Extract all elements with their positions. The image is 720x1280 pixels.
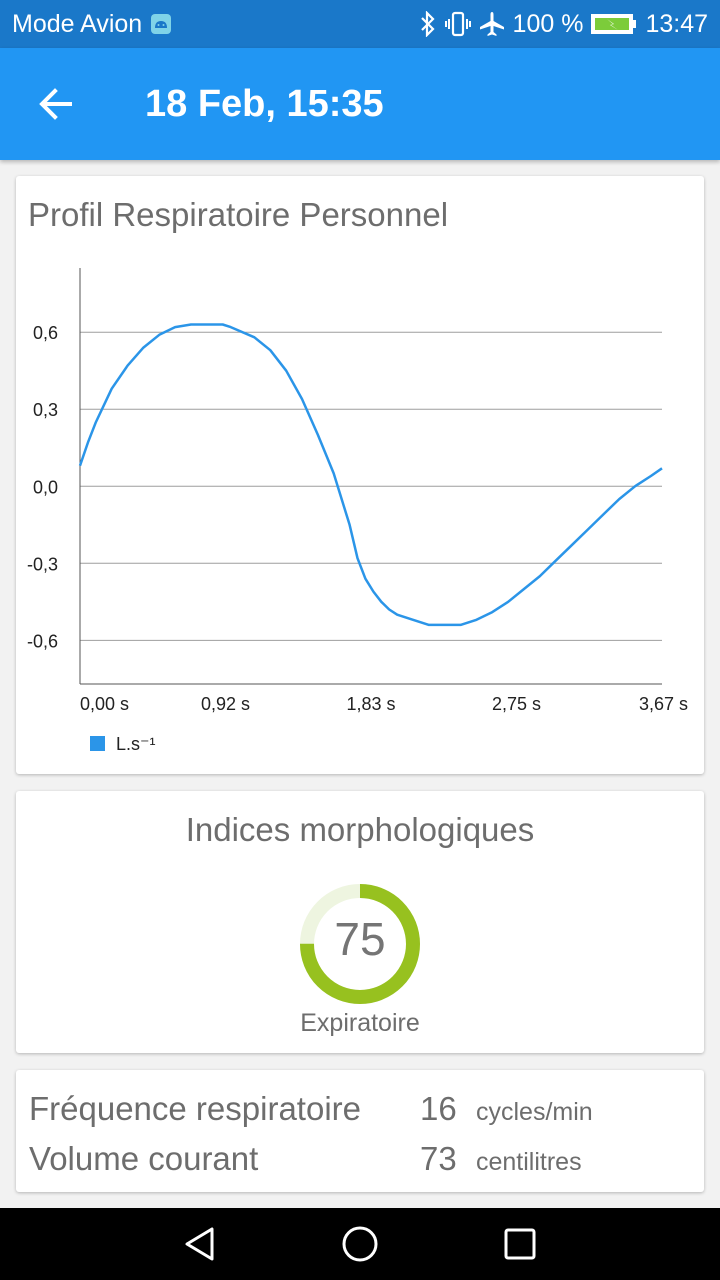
stat-row-frequency: Fréquence respiratoire 16 cycles/min xyxy=(16,1090,704,1140)
bluetooth-icon xyxy=(419,11,437,37)
nav-recents-icon xyxy=(503,1227,537,1261)
stat-unit: cycles/min xyxy=(476,1098,593,1126)
breathing-stats-card: Fréquence respiratoire 16 cycles/min Vol… xyxy=(16,1070,704,1192)
airplane-icon xyxy=(479,11,505,37)
vibrate-icon xyxy=(444,11,471,37)
chart-title: Profil Respiratoire Personnel xyxy=(28,196,449,233)
y-tick-label: -0,3 xyxy=(27,554,58,574)
nav-back-button[interactable] xyxy=(120,1208,280,1280)
battery-level: 100 % xyxy=(512,9,584,38)
respiratory-profile-card: Profil Respiratoire Personnel 0,6 0,3 0,0 -… xyxy=(16,176,704,774)
expiratory-gauge xyxy=(300,884,420,1004)
morphological-indices-card: Indices morphologiques 75 Expiratoire xyxy=(16,791,704,1053)
nav-home-icon xyxy=(341,1225,379,1263)
x-tick-label: 0,92 s xyxy=(201,694,250,714)
clock: 13:47 xyxy=(645,9,708,38)
x-tick-label: 0,00 s xyxy=(80,694,129,714)
stat-value: 16 xyxy=(420,1090,457,1127)
y-tick-label: 0,6 xyxy=(33,323,58,343)
x-tick-label: 3,67 s xyxy=(639,694,688,714)
stat-unit: centilitres xyxy=(476,1148,582,1176)
stat-row-volume: Volume courant 73 centilitres xyxy=(16,1140,704,1190)
y-tick-label: -0,6 xyxy=(27,631,58,651)
legend-label: L.s⁻¹ xyxy=(116,734,156,754)
x-tick-label: 1,83 s xyxy=(346,694,395,714)
stat-label: Volume courant xyxy=(29,1140,259,1177)
y-tick-label: 0,0 xyxy=(33,477,58,497)
legend-swatch xyxy=(90,736,105,751)
series-line xyxy=(78,323,663,627)
morph-title: Indices morphologiques xyxy=(185,811,535,848)
gauge-label: Expiratoire xyxy=(300,1009,420,1037)
nav-recents-button[interactable] xyxy=(440,1208,600,1280)
gauge-value: 75 xyxy=(334,913,386,965)
y-tick-label: 0,3 xyxy=(33,400,58,420)
stat-value: 73 xyxy=(420,1140,457,1177)
gauge-arc xyxy=(300,884,420,1004)
respiratory-chart: 0,6 0,3 0,0 -0,3 -0,6 0,00 s 0,92 s 1,83 s 2,75 … xyxy=(27,268,688,754)
nav-home-button[interactable] xyxy=(280,1208,440,1280)
status-bar: Mode Avion 100 % xyxy=(0,0,720,48)
battery-charging-icon xyxy=(591,12,637,36)
stat-label: Fréquence respiratoire xyxy=(29,1090,361,1127)
app-bar: 18 Feb, 15:35 xyxy=(0,48,720,160)
arrow-back-icon xyxy=(38,86,74,122)
mode-label: Mode Avion xyxy=(12,9,143,38)
page-title: 18 Feb, 15:35 xyxy=(145,82,384,125)
x-tick-label: 2,75 s xyxy=(492,694,541,714)
navigation-bar xyxy=(0,1208,720,1280)
nav-back-icon xyxy=(182,1226,218,1262)
back-button[interactable] xyxy=(0,48,112,160)
android-icon xyxy=(150,13,172,35)
